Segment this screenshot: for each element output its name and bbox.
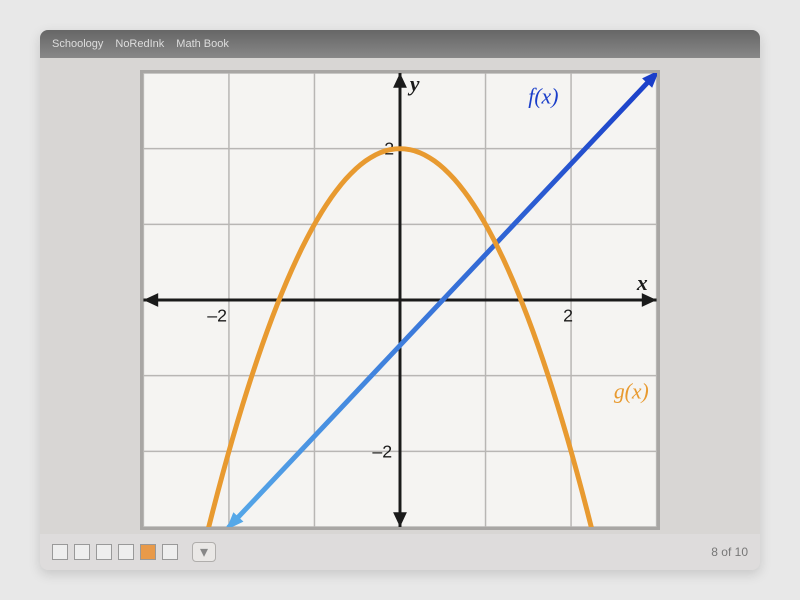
svg-text:y: y xyxy=(407,73,420,96)
page-indicator: 8 of 10 xyxy=(711,545,748,559)
palette-box-1[interactable] xyxy=(52,544,68,560)
browser-tabs-strip: Schoology NoRedInk Math Book xyxy=(40,30,760,58)
svg-text:x: x xyxy=(636,271,648,295)
dropdown-button[interactable]: ▾ xyxy=(192,542,216,562)
tab-noredink[interactable]: NoRedInk xyxy=(115,38,164,50)
graph-svg: yx–22–22f(x)g(x) xyxy=(143,73,657,527)
bottom-toolbar: ▾ 8 of 10 xyxy=(40,534,760,570)
svg-text:–2: –2 xyxy=(372,441,392,461)
palette-box-orange[interactable] xyxy=(140,544,156,560)
svg-text:g(x): g(x) xyxy=(614,379,649,403)
palette-box-4[interactable] xyxy=(118,544,134,560)
palette-box-6[interactable] xyxy=(162,544,178,560)
coordinate-graph: yx–22–22f(x)g(x) xyxy=(140,70,660,530)
tab-schoology[interactable]: Schoology xyxy=(52,38,103,50)
svg-text:f(x): f(x) xyxy=(528,84,558,108)
palette-box-3[interactable] xyxy=(96,544,112,560)
svg-text:–2: –2 xyxy=(207,306,227,326)
chevron-down-icon: ▾ xyxy=(200,542,208,562)
photo-frame: Schoology NoRedInk Math Book yx–22–22f(x… xyxy=(40,30,760,570)
svg-text:2: 2 xyxy=(563,306,573,326)
palette-box-2[interactable] xyxy=(74,544,90,560)
tab-mathbook[interactable]: Math Book xyxy=(176,38,229,50)
